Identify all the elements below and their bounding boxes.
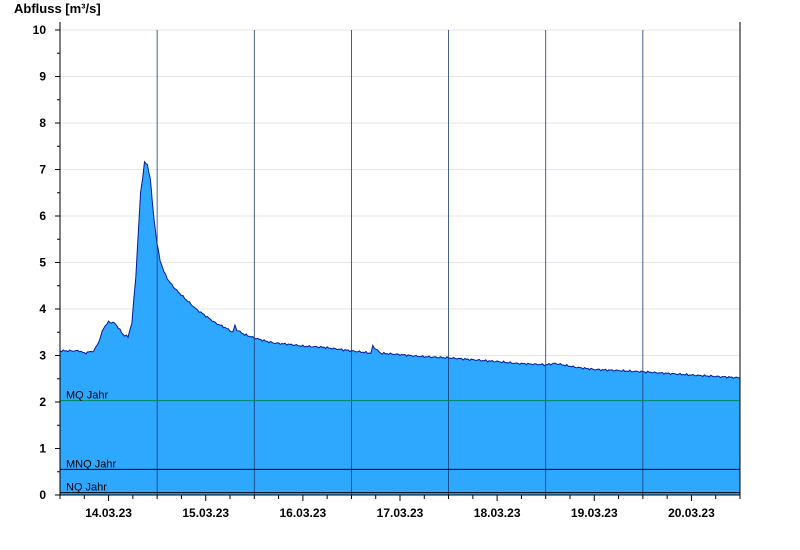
y-tick-label: 5 <box>39 256 46 270</box>
y-tick-label: 6 <box>39 209 46 223</box>
discharge-area <box>60 161 740 496</box>
x-tick-label: 19.03.23 <box>571 506 618 520</box>
y-tick-label: 3 <box>39 349 46 363</box>
x-tick-label: 16.03.23 <box>279 506 326 520</box>
y-tick-label: 1 <box>39 442 46 456</box>
day-separator-lines <box>156 30 644 495</box>
reference-label: MQ Jahr <box>66 390 109 402</box>
y-tick-label: 8 <box>39 116 46 130</box>
discharge-line <box>59 160 741 379</box>
y-tick-label: 2 <box>39 395 46 409</box>
y-tick-label: 0 <box>39 488 46 502</box>
x-axis-ticks: 14.03.23 15.03.23 16.03.23 17.03.23 18.03.23… <box>59 495 741 520</box>
x-tick-label: 17.03.23 <box>377 506 424 520</box>
y-tick-label: 4 <box>39 302 46 316</box>
x-tick-label: 15.03.23 <box>182 506 229 520</box>
y-tick-label: 9 <box>39 70 46 84</box>
y-axis-title: Abfluss [m³/s] <box>14 1 101 16</box>
reference-label: NQ Jahr <box>66 482 107 494</box>
x-tick-label: 18.03.23 <box>474 506 521 520</box>
y-tick-label: 10 <box>33 23 47 37</box>
reference-lines: MQ Jahr MNQ Jahr NQ Jahr <box>60 390 740 494</box>
y-tick-label: 7 <box>39 163 46 177</box>
y-axis-ticks: 0 1 2 3 4 5 6 7 8 9 10 <box>33 23 60 502</box>
reference-label: MNQ Jahr <box>66 458 116 470</box>
x-tick-label: 14.03.23 <box>85 506 132 520</box>
x-tick-label: 20.03.23 <box>668 506 715 520</box>
